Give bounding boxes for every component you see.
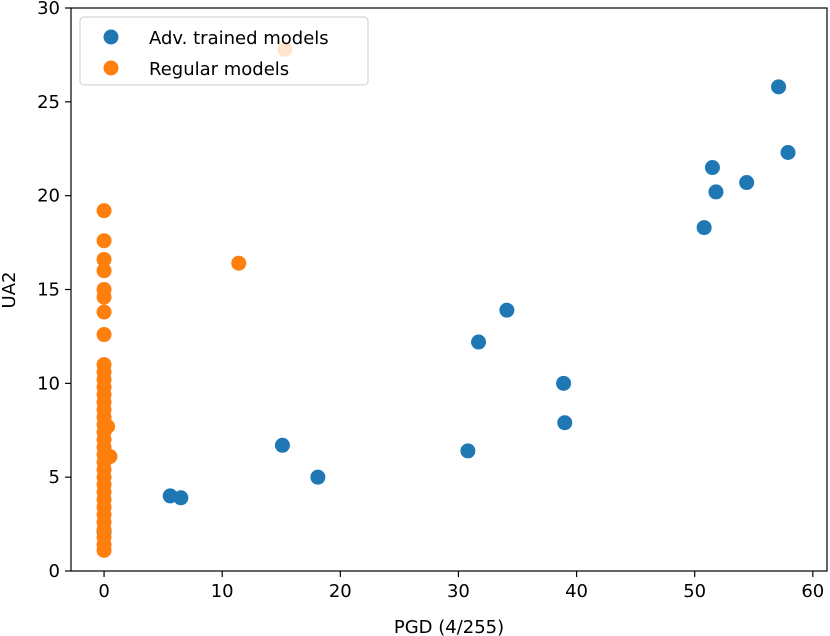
regular-point-33 <box>96 542 112 558</box>
adv-trained-point-14 <box>771 79 787 95</box>
adv-trained-point-5 <box>460 443 476 459</box>
x-tick-label-50: 50 <box>683 581 706 602</box>
adv-trained-point-15 <box>780 145 796 160</box>
legend-marker-adv-trained <box>103 29 119 45</box>
y-tick-label-30: 30 <box>37 0 60 19</box>
x-axis-label: PGD (4/255) <box>394 617 504 636</box>
y-axis-ticks: 0 5 10 15 20 25 30 <box>37 0 71 582</box>
y-tick-label-15: 15 <box>37 280 60 301</box>
regular-point-35 <box>102 449 118 465</box>
y-tick-label-10: 10 <box>37 373 60 394</box>
adv-trained-point-13 <box>739 175 755 191</box>
x-tick-label-0: 0 <box>98 581 109 602</box>
regular-point-34 <box>100 419 116 434</box>
x-tick-label-40: 40 <box>565 581 588 602</box>
legend-marker-regular <box>103 60 119 76</box>
x-tick-label-60: 60 <box>801 581 824 602</box>
adv-trained-point-4 <box>310 469 326 485</box>
adv-trained-point-2 <box>173 490 189 506</box>
legend-box <box>79 16 369 86</box>
adv-trained-point-11 <box>704 160 720 176</box>
y-axis-label: UA2 <box>0 272 20 309</box>
adv-trained-point-3 <box>274 437 290 453</box>
adv-trained-point-8 <box>556 375 572 391</box>
regular-point-36 <box>231 255 247 271</box>
y-tick-label-20: 20 <box>37 186 60 207</box>
regular-point-6 <box>96 304 112 320</box>
regular-point-7 <box>96 327 112 343</box>
regular-point-0 <box>96 203 112 219</box>
y-tick-label-5: 5 <box>49 467 60 488</box>
regular-point-2 <box>96 251 112 267</box>
y-tick-label-0: 0 <box>49 561 60 582</box>
adv-trained-point-9 <box>557 415 573 431</box>
plot-marks <box>96 41 796 558</box>
y-tick-label-25: 25 <box>37 92 60 113</box>
legend: Adv. trained models Regular models <box>79 16 369 86</box>
adv-trained-point-10 <box>696 220 712 236</box>
adv-trained-point-6 <box>471 334 487 350</box>
regular-point-5 <box>96 289 112 305</box>
regular-point-3 <box>96 263 112 279</box>
x-tick-label-20: 20 <box>329 581 352 602</box>
plot-frame <box>70 7 828 572</box>
x-axis-ticks: 0 10 20 30 40 50 60 <box>98 571 824 602</box>
adv-trained-point-12 <box>708 184 724 200</box>
x-tick-label-10: 10 <box>211 581 234 602</box>
x-tick-label-30: 30 <box>447 581 470 602</box>
regular-point-1 <box>96 233 112 249</box>
adv-trained-point-7 <box>499 302 515 318</box>
legend-label-adv-trained: Adv. trained models <box>149 28 329 49</box>
legend-label-regular: Regular models <box>149 59 289 80</box>
